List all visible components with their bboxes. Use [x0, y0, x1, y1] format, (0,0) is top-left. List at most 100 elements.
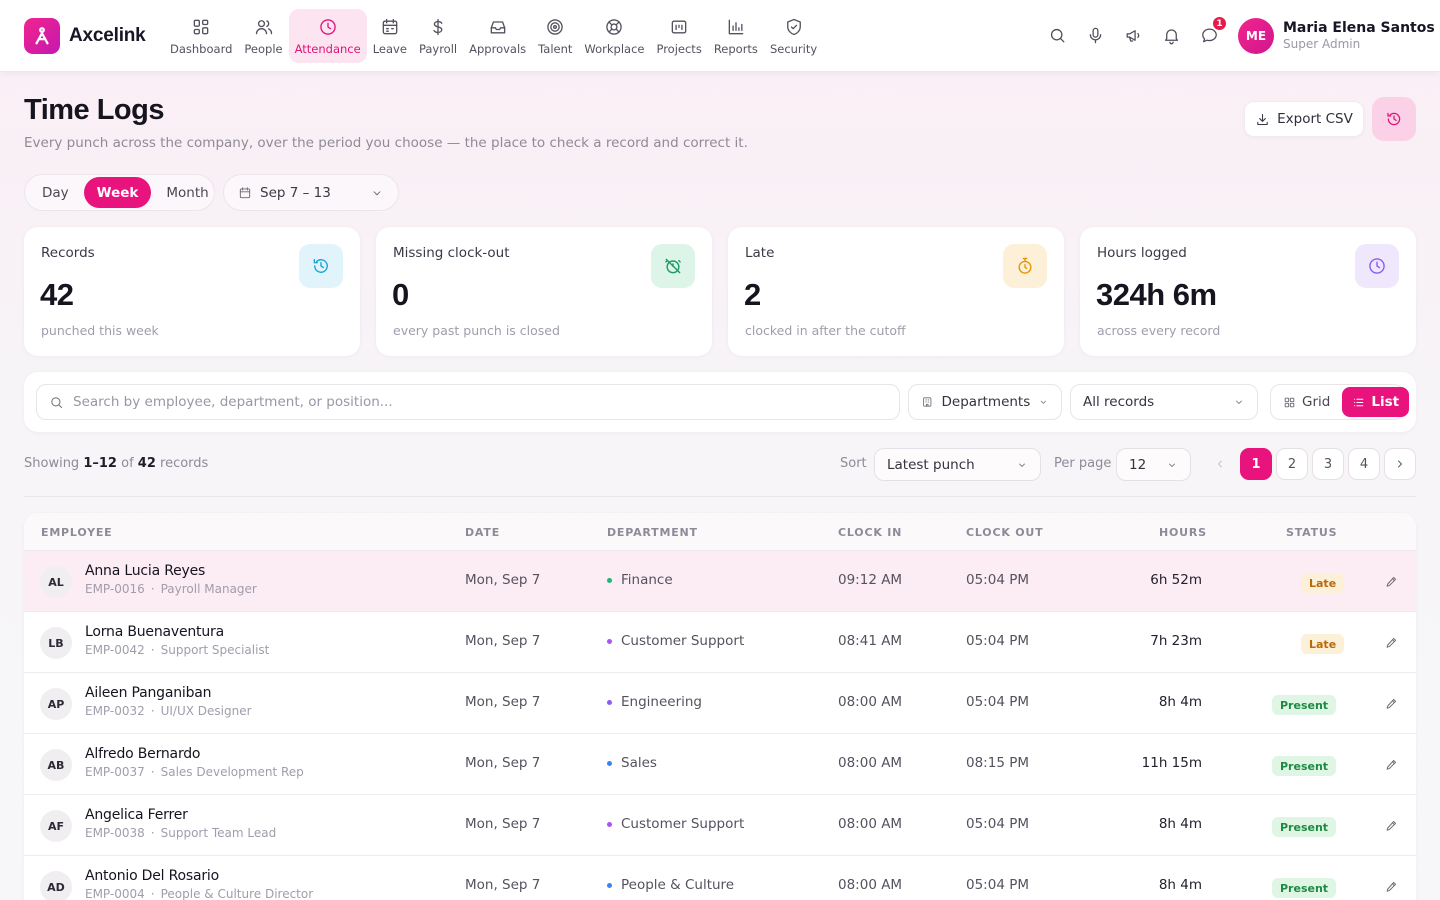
grid-view-button[interactable]: Grid — [1273, 387, 1340, 417]
nav-item-leave[interactable]: Leave — [367, 9, 413, 63]
edit-record-button[interactable] — [1381, 754, 1401, 774]
previous-page-button[interactable] — [1204, 448, 1236, 480]
period-week-button[interactable]: Week — [83, 177, 152, 208]
voice-button[interactable] — [1084, 24, 1106, 46]
clock-out-cell: 05:04 PM — [966, 816, 1029, 832]
department-dot — [607, 638, 612, 644]
table-row[interactable]: AP Aileen Panganiban EMP-0032 · UI/UX Design… — [24, 673, 1416, 734]
employee-name[interactable]: Lorna Buenaventura — [85, 624, 224, 640]
showing-of: of — [121, 456, 134, 471]
status-badge: Present — [1272, 817, 1337, 837]
people-icon — [255, 20, 272, 35]
employee-avatar: AB — [40, 749, 72, 781]
clock-icon — [319, 19, 336, 35]
department-cell: Sales — [607, 755, 657, 771]
chevron-down-icon — [1041, 400, 1047, 404]
page-button[interactable]: 4 — [1348, 448, 1380, 480]
user-menu[interactable]: ME Maria Elena Santos Super Admin — [1238, 18, 1435, 54]
period-day-button[interactable]: Day — [42, 184, 69, 201]
nav-label: Payroll — [418, 42, 458, 56]
calendar-icon — [239, 186, 251, 198]
date-cell: Mon, Sep 7 — [465, 816, 541, 832]
shield-icon — [786, 18, 801, 36]
per-page-label: Per page — [1054, 456, 1112, 471]
nav-item-projects[interactable]: Projects — [650, 9, 707, 63]
search-button[interactable] — [1046, 24, 1068, 46]
employee-id: EMP-0016 — [85, 582, 145, 596]
meta-separator: · — [150, 887, 155, 900]
edit-record-button[interactable] — [1381, 815, 1401, 835]
nav-label: People — [244, 42, 283, 56]
per-page-select[interactable]: 12 — [1116, 448, 1191, 481]
page-button[interactable]: 3 — [1312, 448, 1344, 480]
export-csv-button[interactable]: Export CSV — [1244, 101, 1364, 137]
department-filter-select[interactable]: Departments — [908, 384, 1062, 420]
hours-cell: 7h 23m — [1150, 633, 1202, 649]
date-range-select[interactable]: Sep 7 – 13 — [223, 174, 399, 211]
next-page-button[interactable] — [1384, 448, 1416, 480]
pencil-icon — [1386, 698, 1396, 709]
showing-total: 42 — [137, 456, 156, 471]
search-box[interactable] — [36, 384, 900, 420]
department-name: Engineering — [621, 694, 702, 710]
clock-in-cell: 09:12 AM — [838, 572, 903, 588]
edit-record-button[interactable] — [1381, 876, 1401, 896]
table-row[interactable]: AL Anna Lucia Reyes EMP-0016 · Payroll Manag… — [24, 551, 1416, 612]
history-button[interactable] — [1372, 97, 1416, 141]
list-view-button[interactable]: List — [1342, 387, 1410, 417]
period-month-button[interactable]: Month — [166, 184, 209, 201]
nav-item-reports[interactable]: Reports — [708, 9, 764, 63]
column-header-date[interactable]: DATE — [465, 526, 501, 539]
employee-name[interactable]: Antonio Del Rosario — [85, 868, 219, 884]
nav-item-people[interactable]: People — [238, 9, 288, 63]
lifebuoy-icon — [606, 19, 623, 35]
employee-name[interactable]: Alfredo Bernardo — [85, 746, 201, 762]
status-badge: Late — [1301, 573, 1345, 593]
column-header-clock-out[interactable]: CLOCK OUT — [966, 526, 1044, 539]
status-badge: Present — [1272, 695, 1337, 715]
nav-item-payroll[interactable]: Payroll — [413, 9, 463, 63]
department-cell: Engineering — [607, 694, 702, 710]
department-dot — [607, 699, 612, 705]
column-header-hours[interactable]: HOURS — [1159, 526, 1207, 539]
nav-item-approvals[interactable]: Approvals — [463, 9, 532, 63]
search-input[interactable] — [73, 394, 853, 410]
nav-item-talent[interactable]: Talent — [532, 9, 578, 63]
employee-avatar: AD — [40, 871, 72, 900]
edit-record-button[interactable] — [1381, 693, 1401, 713]
messages-button[interactable]: 1 — [1198, 16, 1227, 46]
table-row[interactable]: AF Angelica Ferrer EMP-0038 · Support Team L… — [24, 795, 1416, 856]
nav-label: Reports — [713, 42, 758, 56]
table-row[interactable]: LB Lorna Buenaventura EMP-0042 · Support Spe… — [24, 612, 1416, 673]
brand[interactable]: Axcelink — [24, 18, 146, 54]
column-header-status[interactable]: STATUS — [1286, 526, 1338, 539]
announcements-button[interactable] — [1122, 24, 1144, 46]
employee-name[interactable]: Anna Lucia Reyes — [85, 563, 206, 579]
employee-name[interactable]: Angelica Ferrer — [85, 807, 188, 823]
department-dot — [607, 882, 612, 888]
page-button[interactable]: 1 — [1240, 448, 1272, 480]
table-row[interactable]: AD Antonio Del Rosario EMP-0004 · People & C… — [24, 856, 1416, 900]
employee-avatar: AL — [40, 566, 72, 598]
page-button[interactable]: 2 — [1276, 448, 1308, 480]
edit-record-button[interactable] — [1381, 571, 1401, 591]
nav-item-security[interactable]: Security — [764, 9, 823, 63]
column-header-department[interactable]: DEPARTMENT — [607, 526, 698, 539]
column-header-clock-in[interactable]: CLOCK IN — [838, 526, 903, 539]
sort-select[interactable]: Latest punch — [874, 448, 1041, 481]
chat-icon — [1201, 28, 1217, 42]
table-row[interactable]: AB Alfredo Bernardo EMP-0037 · Sales Develop… — [24, 734, 1416, 795]
column-header-employee[interactable]: EMPLOYEE — [41, 526, 113, 539]
employee-avatar: AP — [40, 688, 72, 720]
clock-in-cell: 08:00 AM — [838, 694, 903, 710]
filter-bar: Departments All records Grid List — [24, 372, 1416, 432]
edit-record-button[interactable] — [1381, 632, 1401, 652]
pagination: 1 2 3 4 — [1204, 448, 1416, 480]
nav-item-attendance[interactable]: Attendance — [288, 9, 367, 63]
nav-item-workplace[interactable]: Workplace — [578, 9, 650, 63]
nav-item-dashboard[interactable]: Dashboard — [164, 9, 238, 63]
notifications-button[interactable] — [1160, 24, 1182, 46]
records-filter-select[interactable]: All records — [1070, 384, 1258, 420]
employee-name[interactable]: Aileen Panganiban — [85, 685, 212, 701]
department-name: Customer Support — [621, 816, 745, 832]
